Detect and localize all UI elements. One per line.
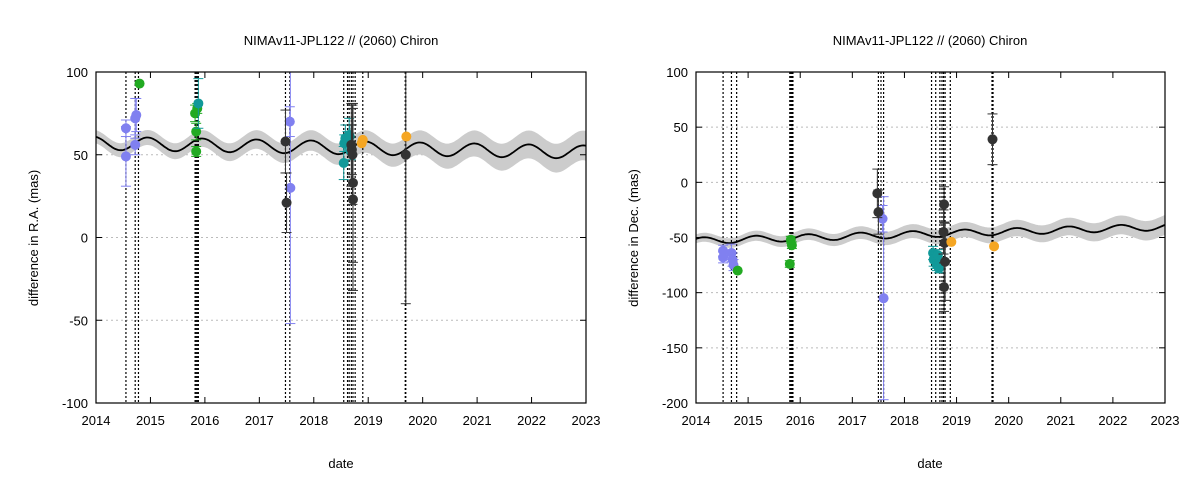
x-tick-label: 2023 xyxy=(572,413,601,428)
data-point xyxy=(946,236,957,247)
x-tick-label: 2022 xyxy=(517,413,546,428)
x-tick-label: 2018 xyxy=(890,413,919,428)
model-uncertainty-band xyxy=(696,215,1165,248)
x-tick-label: 2016 xyxy=(190,413,219,428)
model-curve xyxy=(95,136,587,160)
x-axis-label: date xyxy=(328,456,353,471)
data-point xyxy=(134,78,145,89)
y-tick-label: 50 xyxy=(74,148,88,163)
data-point xyxy=(280,136,291,147)
data-point xyxy=(784,258,795,269)
x-tick-label: 2014 xyxy=(82,413,111,428)
x-tick-label: 2020 xyxy=(994,413,1023,428)
dec-chart: NIMAv11-JPL122 // (2060) Chiron date dif… xyxy=(626,33,1179,471)
data-point xyxy=(932,250,943,261)
chart-title: NIMAv11-JPL122 // (2060) Chiron xyxy=(244,33,439,48)
y-tick-label: 50 xyxy=(674,120,688,135)
data-point xyxy=(718,252,729,263)
x-axis-label: date xyxy=(917,456,942,471)
data-point xyxy=(191,126,202,137)
data-point xyxy=(347,149,358,160)
ra-chart: NIMAv11-JPL122 // (2060) Chiron date dif… xyxy=(26,33,600,471)
data-point xyxy=(940,256,951,267)
y-tick-label: -150 xyxy=(662,341,688,356)
data-point xyxy=(284,116,295,127)
data-point xyxy=(130,139,141,150)
x-tick-label: 2018 xyxy=(299,413,328,428)
x-tick-label: 2019 xyxy=(942,413,971,428)
model-curve xyxy=(695,223,1166,245)
y-tick-label: 0 xyxy=(681,175,688,190)
y-tick-label: 100 xyxy=(666,65,688,80)
data-point xyxy=(401,131,412,142)
data-point xyxy=(131,110,142,121)
plot-area: 2014 2015 2016 2017 2018 2019 2020 2021 2022 2023… xyxy=(62,65,600,428)
data-point xyxy=(732,265,743,276)
y-tick-label: 0 xyxy=(81,231,88,246)
x-tick-label: 2017 xyxy=(838,413,867,428)
data-point xyxy=(987,134,998,145)
data-point xyxy=(878,293,889,304)
x-tick-label: 2021 xyxy=(1046,413,1075,428)
data-point xyxy=(872,188,883,199)
x-tick-label: 2017 xyxy=(245,413,274,428)
x-tick-label: 2014 xyxy=(682,413,711,428)
y-tick-label: -100 xyxy=(62,396,88,411)
y-tick-label: -100 xyxy=(662,286,688,301)
data-point xyxy=(938,226,949,237)
data-point xyxy=(786,240,797,251)
data-point xyxy=(989,241,1000,252)
x-tick-label: 2016 xyxy=(786,413,815,428)
y-axis-label: difference in R.A. (mas) xyxy=(26,170,41,306)
data-point xyxy=(357,134,368,145)
data-point xyxy=(281,197,292,208)
data-point xyxy=(193,98,204,109)
data-point xyxy=(933,263,944,274)
data-point xyxy=(939,282,950,293)
data-point xyxy=(285,182,296,193)
y-tick-label: -50 xyxy=(69,313,88,328)
y-tick-label: -200 xyxy=(662,396,688,411)
data-point xyxy=(120,151,131,162)
data-point xyxy=(338,158,349,169)
data-point xyxy=(400,149,411,160)
data-point xyxy=(347,194,358,205)
y-tick-label: 100 xyxy=(66,65,88,80)
x-tick-label: 2023 xyxy=(1151,413,1180,428)
x-tick-label: 2020 xyxy=(408,413,437,428)
data-point xyxy=(873,207,884,218)
x-tick-label: 2019 xyxy=(354,413,383,428)
plot-area: 2014 2015 2016 2017 2018 2019 2020 2021 2022 2023… xyxy=(662,65,1179,428)
y-axis-label: difference in Dec. (mas) xyxy=(626,169,641,307)
y-tick-label: -50 xyxy=(669,231,688,246)
data-point xyxy=(939,199,950,210)
x-tick-label: 2015 xyxy=(136,413,165,428)
x-tick-label: 2021 xyxy=(463,413,492,428)
x-tick-label: 2015 xyxy=(734,413,763,428)
chart-title: NIMAv11-JPL122 // (2060) Chiron xyxy=(833,33,1028,48)
data-point xyxy=(191,146,202,157)
x-tick-label: 2022 xyxy=(1098,413,1127,428)
